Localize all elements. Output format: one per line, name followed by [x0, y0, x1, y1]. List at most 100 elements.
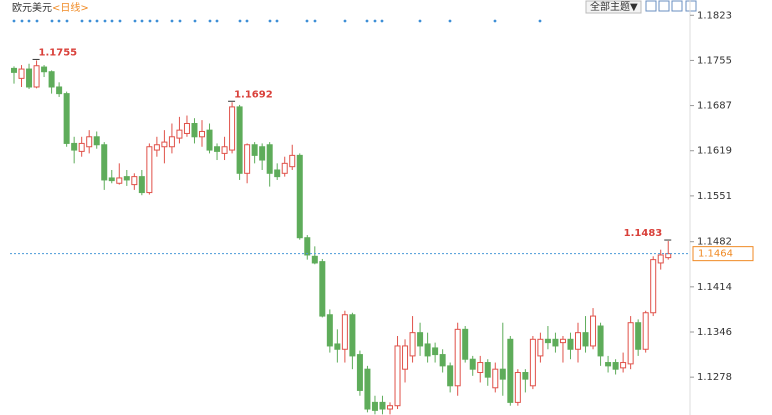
body	[620, 362, 627, 369]
body	[191, 123, 198, 138]
body	[371, 401, 378, 411]
body	[635, 322, 642, 350]
body	[199, 130, 205, 138]
body	[567, 338, 574, 350]
body	[93, 136, 100, 146]
body	[123, 176, 130, 181]
body	[296, 154, 303, 239]
body	[236, 106, 243, 174]
body	[499, 368, 506, 380]
body	[319, 261, 326, 317]
body	[364, 368, 371, 410]
body	[161, 141, 168, 148]
price-label-box	[692, 246, 754, 262]
body	[642, 312, 649, 350]
body	[48, 71, 55, 88]
body	[251, 144, 258, 156]
body	[529, 338, 536, 387]
body	[349, 314, 356, 357]
body	[447, 365, 454, 387]
theme-button[interactable]	[585, 0, 642, 14]
body	[544, 338, 551, 344]
body	[26, 68, 33, 88]
body	[379, 401, 386, 410]
body	[63, 93, 70, 144]
body	[214, 146, 221, 152]
body	[417, 332, 424, 347]
body	[597, 325, 604, 357]
chart-title: 欧元美元	[12, 1, 52, 14]
body	[552, 338, 559, 347]
body	[11, 67, 17, 73]
body	[507, 338, 514, 403]
body	[131, 176, 138, 186]
body	[138, 176, 145, 194]
body	[402, 345, 409, 370]
body	[304, 237, 311, 256]
body	[56, 86, 63, 95]
body	[244, 144, 251, 174]
body	[229, 106, 236, 151]
body	[477, 362, 484, 374]
body	[146, 146, 153, 194]
body	[590, 315, 597, 347]
y-tick-label: 1.1482	[697, 237, 732, 248]
body	[183, 123, 190, 134]
body	[409, 332, 416, 357]
y-tick-label: 1.1551	[697, 191, 732, 202]
body	[206, 129, 213, 151]
annotation-label: 1.1692	[234, 89, 273, 100]
body	[356, 354, 363, 391]
body	[18, 68, 25, 79]
y-tick-label: 1.1414	[697, 282, 732, 293]
body	[432, 347, 439, 356]
body	[537, 338, 544, 357]
body	[394, 345, 401, 407]
body	[387, 405, 393, 410]
body	[582, 332, 589, 347]
body	[221, 146, 228, 154]
body	[153, 144, 160, 151]
body	[334, 343, 341, 350]
annotation-label: 1.1755	[39, 47, 78, 58]
body	[514, 372, 521, 403]
toolbar-icons[interactable]	[645, 0, 697, 12]
body	[33, 65, 40, 88]
body	[612, 362, 619, 370]
body	[665, 253, 672, 259]
body	[116, 177, 123, 184]
chart-subtitle[interactable]: <日线>	[52, 1, 89, 14]
body	[439, 354, 446, 367]
body	[311, 255, 318, 264]
body	[281, 162, 288, 174]
body	[41, 66, 48, 73]
y-tick-label: 1.1346	[697, 327, 732, 338]
body	[424, 343, 431, 357]
y-tick-label: 1.1687	[697, 101, 732, 112]
body	[605, 362, 612, 367]
theme-button-label[interactable]: 全部主题▼	[590, 0, 638, 13]
body	[86, 136, 93, 148]
body	[650, 259, 657, 314]
body	[259, 146, 266, 161]
body	[559, 338, 566, 344]
body	[101, 144, 108, 181]
body	[484, 362, 491, 378]
body	[289, 154, 296, 168]
y-tick-label: 1.1619	[697, 146, 732, 157]
body	[454, 328, 461, 387]
body	[71, 142, 78, 151]
body	[266, 144, 273, 174]
body	[522, 372, 529, 380]
annotation-label: 1.1483	[624, 228, 663, 239]
y-tick-label: 1.1278	[697, 372, 732, 383]
body	[326, 314, 333, 347]
y-tick-label: 1.1755	[697, 55, 732, 66]
body	[627, 322, 634, 365]
body	[176, 129, 183, 139]
body	[657, 254, 664, 264]
body	[575, 332, 581, 350]
body	[274, 169, 281, 178]
body	[469, 358, 476, 370]
